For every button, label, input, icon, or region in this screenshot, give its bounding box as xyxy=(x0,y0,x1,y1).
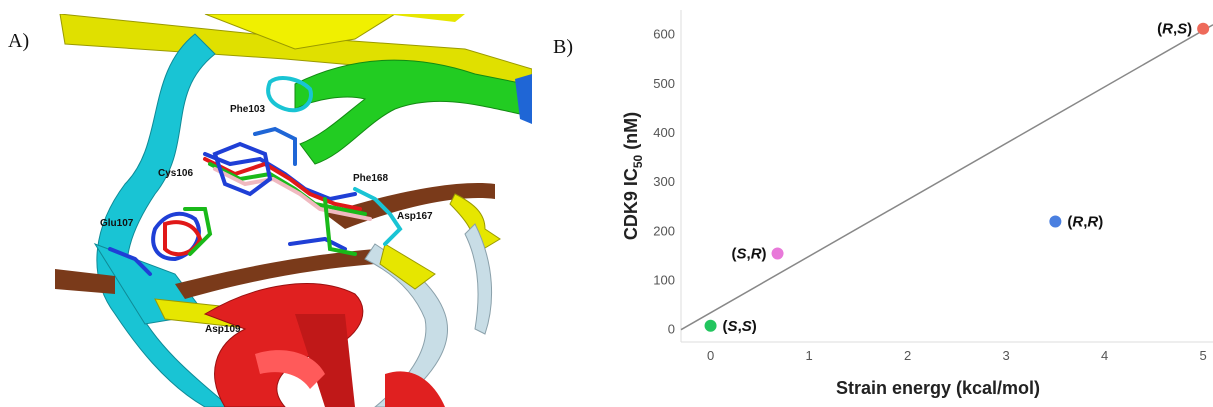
plot-frame xyxy=(680,10,1213,343)
data-points: (S,S)(S,R)(R,R)(R,S) xyxy=(704,21,1210,335)
point-label-part: R xyxy=(1087,213,1098,230)
x-axis-title: Strain energy (kcal/mol) xyxy=(836,378,1040,398)
y-tick-labels: 0 100 200 300 400 500 600 xyxy=(653,27,675,337)
residue-label-phe103: Phe103 xyxy=(230,104,265,115)
x-tick-label: 2 xyxy=(904,348,911,363)
point-label-part: ( xyxy=(1157,21,1162,38)
y-axis-title-main: CDK9 IC xyxy=(621,168,641,240)
residue-label-cys106: Cys106 xyxy=(158,168,193,179)
point-label-part: ( xyxy=(723,318,728,335)
y-tick-label: 500 xyxy=(653,76,675,91)
point-label-part: ( xyxy=(1067,213,1072,230)
point-label-rs: (R,S) xyxy=(1157,21,1192,38)
residue-label-asp167: Asp167 xyxy=(397,211,433,222)
ligand-sticks xyxy=(108,76,403,276)
point-label-part: ) xyxy=(1187,21,1192,38)
point-label-part: S xyxy=(728,318,738,335)
point-label-part: S xyxy=(1177,21,1187,38)
point-label-part: , xyxy=(1173,21,1177,38)
panel-a-letter: A) xyxy=(8,30,30,52)
panel-b-letter: B) xyxy=(553,36,573,58)
y-tick-label: 600 xyxy=(653,27,675,42)
point-label-part: S xyxy=(737,245,747,262)
point-label-part: , xyxy=(747,245,751,262)
data-point-ss xyxy=(704,319,717,332)
x-tick-label: 1 xyxy=(805,348,812,363)
point-label-part: ( xyxy=(732,245,737,262)
y-tick-label: 0 xyxy=(668,322,675,337)
protein-cartoon xyxy=(55,14,532,407)
residue-label-asp109: Asp109 xyxy=(205,324,241,335)
x-tick-label: 5 xyxy=(1200,348,1207,363)
point-label-rr: (R,R) xyxy=(1067,213,1103,230)
binding-pose-image: Phe103 Cys106 Phe168 Asp167 Glu107 Asp10… xyxy=(55,14,532,407)
y-tick-label: 200 xyxy=(653,223,675,238)
residue-label-glu107: Glu107 xyxy=(100,218,134,229)
x-tick-label: 4 xyxy=(1101,348,1108,363)
point-label-part: ) xyxy=(1098,213,1103,230)
point-label-part: , xyxy=(738,318,742,335)
y-axis-title-subscript: 50 xyxy=(631,154,645,168)
x-tick-label: 3 xyxy=(1002,348,1009,363)
point-label-ss: (S,S) xyxy=(723,318,757,335)
point-label-part: ) xyxy=(762,245,767,262)
residue-label-phe168: Phe168 xyxy=(353,173,388,184)
data-point-rs xyxy=(1197,22,1210,35)
point-label-part: R xyxy=(751,245,762,262)
trend-line xyxy=(680,24,1213,331)
x-tick-labels: 0 1 2 3 4 5 xyxy=(707,348,1207,363)
y-tick-label: 400 xyxy=(653,125,675,140)
point-label-part: R xyxy=(1162,21,1173,38)
data-point-sr xyxy=(771,247,784,260)
point-label-part: S xyxy=(742,318,752,335)
y-axis-title-unit: (nM) xyxy=(621,112,641,155)
y-tick-label: 300 xyxy=(653,174,675,189)
x-tick-label: 0 xyxy=(707,348,714,363)
data-point-rr xyxy=(1049,215,1062,228)
point-label-part: , xyxy=(1083,213,1087,230)
y-tick-label: 100 xyxy=(653,273,675,288)
point-label-part: R xyxy=(1072,213,1083,230)
point-label-sr: (S,R) xyxy=(732,245,767,262)
y-axis-title: CDK9 IC50 (nM) xyxy=(621,112,645,240)
point-label-part: ) xyxy=(752,318,757,335)
